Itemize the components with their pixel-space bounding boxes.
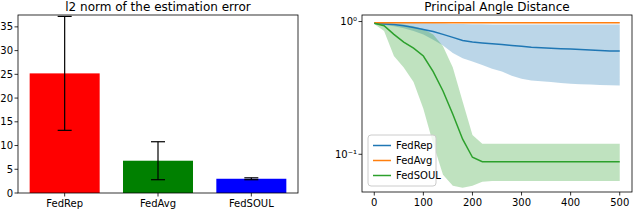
y-tick-label: 10 [0, 140, 13, 151]
plot-area [374, 22, 619, 187]
x-tick [251, 193, 252, 197]
legend-swatch [373, 145, 391, 147]
legend-swatch [373, 175, 391, 177]
y-tick-label: 10⁻¹ [335, 149, 357, 160]
x-tick [158, 193, 159, 197]
frame [362, 15, 632, 192]
error-stem [157, 142, 158, 180]
y-tick [15, 50, 19, 51]
error-bar [151, 142, 165, 180]
error-cap [244, 177, 258, 178]
y-tick [15, 193, 19, 194]
legend: FedRep FedAvg FedSOUL [368, 135, 441, 186]
x-tick [423, 192, 424, 196]
y-tick [15, 74, 19, 75]
legend-label: FedSOUL [396, 170, 441, 181]
y-tick [15, 169, 19, 170]
y-tick-label: 10⁰ [340, 16, 357, 27]
error-bar [58, 16, 72, 130]
x-tick-label: 0 [371, 197, 377, 208]
error-cap [244, 179, 258, 180]
y-tick-label: 20 [0, 93, 13, 104]
x-tick-label: FedSOUL [229, 198, 274, 209]
y-tick [15, 98, 19, 99]
legend-label: FedRep [396, 140, 433, 151]
band [374, 22, 619, 24]
line [374, 23, 619, 161]
x-tick-label: 400 [561, 197, 580, 208]
legend-label: FedAvg [396, 155, 432, 166]
error-cap [58, 16, 72, 17]
y-tick-label: 35 [0, 21, 13, 32]
x-tick [64, 193, 65, 197]
chart: l2 norm of the estimation error FedRep Fed… [0, 0, 298, 209]
x-tick [521, 192, 522, 196]
error-cap [58, 130, 72, 131]
title: Principal Angle Distance [424, 0, 569, 14]
y-tick-label: 15 [0, 116, 13, 127]
y-tick-label: 25 [0, 69, 13, 80]
x-tick [570, 192, 571, 196]
x-tick-label: 200 [463, 197, 482, 208]
x-tick-label: 500 [610, 197, 629, 208]
title: l2 norm of the estimation error [65, 0, 250, 14]
x-tick [472, 192, 473, 196]
x-tick-label: 100 [414, 197, 433, 208]
error-bar [244, 178, 258, 180]
figure: l2 norm of the estimation errorFedRepFed… [0, 0, 640, 212]
y-tick [15, 121, 19, 122]
bar [216, 179, 286, 193]
y-tick-label: 5 [7, 164, 13, 175]
error-cap [151, 179, 165, 180]
y-tick [15, 26, 19, 27]
y-tick-label: 30 [0, 45, 13, 56]
x-tick [374, 192, 375, 196]
error-cap [151, 141, 165, 142]
y-tick [359, 21, 363, 22]
x-tick-label: FedAvg [140, 198, 176, 209]
frame [18, 15, 298, 193]
line [374, 22, 619, 24]
error-stem [64, 16, 65, 130]
chart: Principal Angle Distance 0 100 200 300 400 500… [335, 0, 632, 208]
y-tick [15, 145, 19, 146]
x-tick [619, 192, 620, 196]
plot-area [30, 16, 287, 193]
y-tick [359, 154, 363, 155]
x-tick-label: 300 [512, 197, 531, 208]
band [374, 23, 619, 188]
legend-swatch [373, 160, 391, 162]
x-tick-label: FedRep [46, 198, 83, 209]
y-tick-label: 0 [7, 188, 13, 199]
